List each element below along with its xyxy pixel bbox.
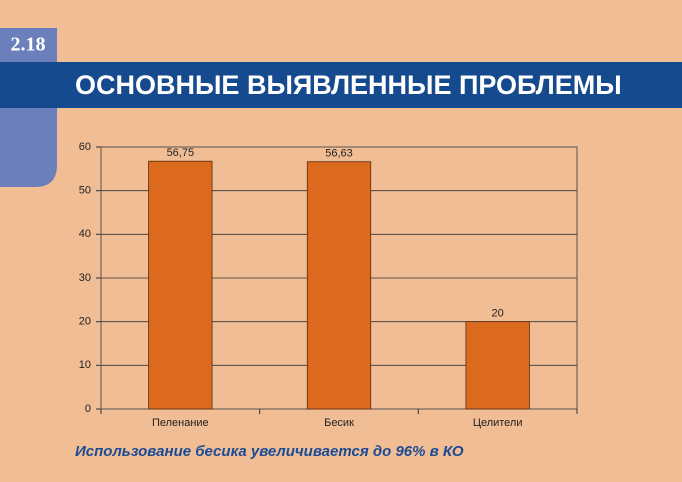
y-tick-label: 50 bbox=[79, 185, 91, 197]
bar bbox=[148, 160, 213, 410]
x-tick-label: Целители bbox=[473, 417, 523, 429]
data-label: 56,63 bbox=[325, 148, 353, 160]
y-tick-label: 0 bbox=[85, 403, 91, 415]
number-tab bbox=[0, 28, 57, 62]
slide-number: 2.18 bbox=[11, 34, 46, 56]
data-label: 56,75 bbox=[167, 147, 195, 159]
x-tick-label: Бесик bbox=[324, 417, 354, 429]
y-tick-label: 30 bbox=[79, 272, 91, 284]
title-band bbox=[0, 62, 682, 108]
y-tick-label: 10 bbox=[79, 359, 91, 371]
x-tick-label: Пеленание bbox=[152, 417, 209, 429]
plot: 0 10 20 30 40 50 60 Пеленание 56,75 Бесик 56,63 Цел… bbox=[79, 141, 578, 429]
footer-note: Использование бесика увеличивается до 96… bbox=[75, 443, 464, 460]
y-tick-label: 40 bbox=[79, 228, 91, 240]
data-label: 20 bbox=[492, 308, 504, 320]
y-tick-label: 60 bbox=[79, 141, 91, 153]
chart-title: ОСНОВНЫЕ ВЫЯВЛЕННЫЕ ПРОБЛЕМЫ bbox=[75, 70, 622, 100]
bar bbox=[306, 161, 372, 410]
y-tick-label: 20 bbox=[79, 316, 91, 328]
bar bbox=[465, 321, 530, 410]
